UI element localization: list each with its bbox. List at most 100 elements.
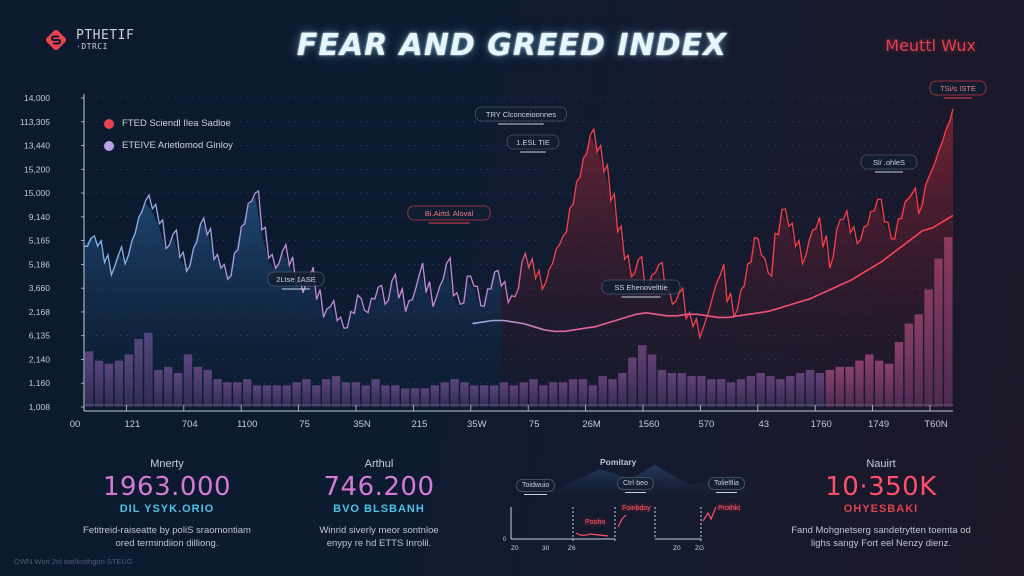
market-mode-label[interactable]: Meuttl Wux: [885, 36, 976, 55]
y-tick-label: 2,140: [29, 354, 51, 364]
mini-x-label: Z0: [511, 545, 519, 552]
mini-panel-title: Pomitary: [600, 457, 637, 467]
stat-subtitle: OHYESBAKI: [843, 503, 919, 515]
annotation-pill: [474, 106, 567, 122]
annotation-label: Bi.Airtd. Aloval: [425, 209, 474, 218]
chart-legend: FTED Sciendl Ilea Sadloe ETEIVE Arietlom…: [104, 118, 233, 162]
brand-logo[interactable]: PTHETIF ·DTRCI: [44, 28, 134, 52]
legend-label: ETEIVE Arietlomod Ginloy: [122, 140, 233, 151]
y-tick-label: 15,000: [24, 188, 50, 198]
y-tick-label: 3,660: [29, 283, 51, 293]
mini-y-label: 0: [503, 537, 507, 543]
annotation-pill: [860, 154, 918, 170]
annotation-pill: [929, 80, 987, 96]
brand-name-line1: PTHETIF: [76, 27, 135, 43]
x-tick-label: 00: [70, 419, 81, 430]
brand-name: PTHETIF ·DTRCI: [76, 27, 135, 51]
annotation-label: TSi/s ISTE: [940, 84, 976, 93]
stat-desc-line: ored termindiion dilliong.: [115, 538, 219, 549]
x-tick-label: T60N: [924, 419, 947, 430]
x-tick-label: 26M: [582, 419, 601, 430]
annotation-label: Sl/ .ohleS: [873, 158, 905, 167]
stat-description: Fetitreid-raiseatte by poliS sraomontiam…: [47, 524, 287, 550]
annotation-pill: [506, 134, 560, 150]
legend-item[interactable]: ETEIVE Arietlomod Ginloy: [104, 140, 233, 151]
index-area: [84, 110, 953, 408]
legend-swatch-violet: [104, 140, 114, 151]
stat-desc-line: Fand Mohgnetserg sandetrytten toemta od: [791, 525, 971, 536]
mini-red-line: [575, 532, 609, 537]
y-axis-ticks: 14,000 113,305 13,440 15,200 15,000 9,140 5,16…: [20, 93, 84, 412]
axes: [83, 94, 953, 412]
y-tick-label: 2,168: [29, 307, 51, 317]
mini-tag: Pooho: [585, 519, 606, 526]
x-tick-label: 35N: [353, 419, 371, 430]
x-tick-label: 1760: [811, 419, 832, 430]
x-axis-ticks: 00 121 704 1100 75 35N 215 35W 75 26M 1560 570 43 176…: [70, 405, 948, 430]
y-tick-label: 14,000: [24, 93, 50, 103]
stat-card-fear: Mnerty 1963.000 DIL YSYK.ORIO Fetitreid-…: [47, 458, 287, 550]
mini-pill[interactable]: Tolieltlia: [708, 477, 745, 493]
footer-note: OWN Won 2ol toe/koithgon STEUG: [14, 557, 133, 566]
stat-subtitle: BVO BLSBANH: [333, 503, 425, 515]
annotation-label: 1.ESL TIE: [516, 138, 550, 147]
stat-card-neutral: Arthul 746.200 BVO BLSBANH Winrid siverl…: [259, 458, 499, 550]
stat-label: Mnerty: [150, 458, 184, 470]
moving-average-line: [472, 214, 954, 333]
mini-pill[interactable]: Toidwuio: [516, 479, 556, 495]
x-tick-label: 1100: [237, 419, 257, 430]
x-tick-label: 1749: [868, 419, 889, 430]
brand-name-line2: ·DTRCI: [76, 41, 108, 51]
stat-description: Fand Mohgnetserg sandetrytten toemta od …: [761, 524, 1001, 550]
y-tick-label: 1,160: [29, 378, 51, 388]
stat-desc-line: Fetitreid-raiseatte by poliS sraomontiam: [83, 525, 251, 536]
legend-label: FTED Sciendl Ilea Sadloe: [122, 118, 231, 129]
x-tick-label: 121: [124, 419, 140, 430]
annotation-label: 2Ltse 1ASE: [276, 275, 316, 284]
index-line: [84, 108, 954, 341]
x-tick-label: 75: [299, 419, 310, 430]
stat-label: Nauirt: [866, 458, 896, 470]
mini-x-label: ZG: [695, 545, 704, 552]
stat-desc-line: enypy re hd ETTS Inrolil.: [326, 538, 432, 549]
fear-area: [84, 196, 502, 407]
annotation-label: TRY Clconceioonnes: [486, 110, 556, 119]
greed-area: [501, 110, 953, 408]
mini-tag: Prothkt: [718, 505, 741, 512]
stat-desc-line: lighs sangy Fort eel Nenzy dienz.: [811, 538, 951, 549]
x-tick-label: 704: [182, 419, 198, 430]
legend-swatch-red: [104, 118, 114, 129]
x-tick-label: 215: [411, 419, 427, 430]
x-tick-label: 1560: [638, 419, 659, 430]
mini-tag: Foinbdoy: [622, 505, 651, 512]
annotation-label: SS Ehenovelttie: [614, 283, 667, 292]
stat-description: Winrid siverly meor sontnloe enypy re hd…: [259, 524, 499, 550]
page-title: FEAR AND GREED INDEX: [296, 28, 728, 63]
mini-red-line: [702, 506, 717, 522]
annotation-pill: [601, 279, 681, 295]
stat-value: 746.200: [323, 472, 435, 502]
mini-red-line: [617, 514, 627, 528]
mini-x-label: Z0: [673, 545, 681, 552]
stat-value: 1963.000: [102, 472, 232, 502]
y-tick-label: 5,186: [29, 259, 51, 269]
series-lines: [84, 108, 954, 341]
x-tick-label: 75: [529, 419, 540, 430]
y-tick-label: 1,008: [29, 402, 51, 412]
y-tick-label: 6,135: [29, 331, 51, 341]
x-tick-label: 35W: [467, 419, 487, 430]
mini-x-label: Z6: [568, 545, 576, 552]
legend-item[interactable]: FTED Sciendl Ilea Sadloe: [104, 118, 233, 129]
y-tick-label: 15,200: [24, 164, 50, 174]
chart-annotations: TRY Clconceioonnes 1.ESL TIE Bi.Airtd. Alo…: [267, 80, 987, 298]
annotation-pill: [407, 205, 491, 221]
mini-pill[interactable]: Ctrl·beo: [617, 477, 654, 493]
x-tick-label: 43: [759, 419, 770, 430]
stat-value: 10·350K: [825, 472, 937, 502]
y-tick-label: 13,440: [24, 141, 50, 151]
y-tick-label: 9,140: [29, 212, 51, 222]
fear-greed-chart: 14,000 113,305 13,440 15,200 15,000 9,140 5,16…: [20, 80, 987, 430]
y-tick-label: 5,165: [29, 236, 51, 246]
stat-card-greed: Nauirt 10·350K OHYESBAKI Fand Mohgnetser…: [761, 458, 1001, 550]
stat-label: Arthul: [364, 458, 394, 470]
